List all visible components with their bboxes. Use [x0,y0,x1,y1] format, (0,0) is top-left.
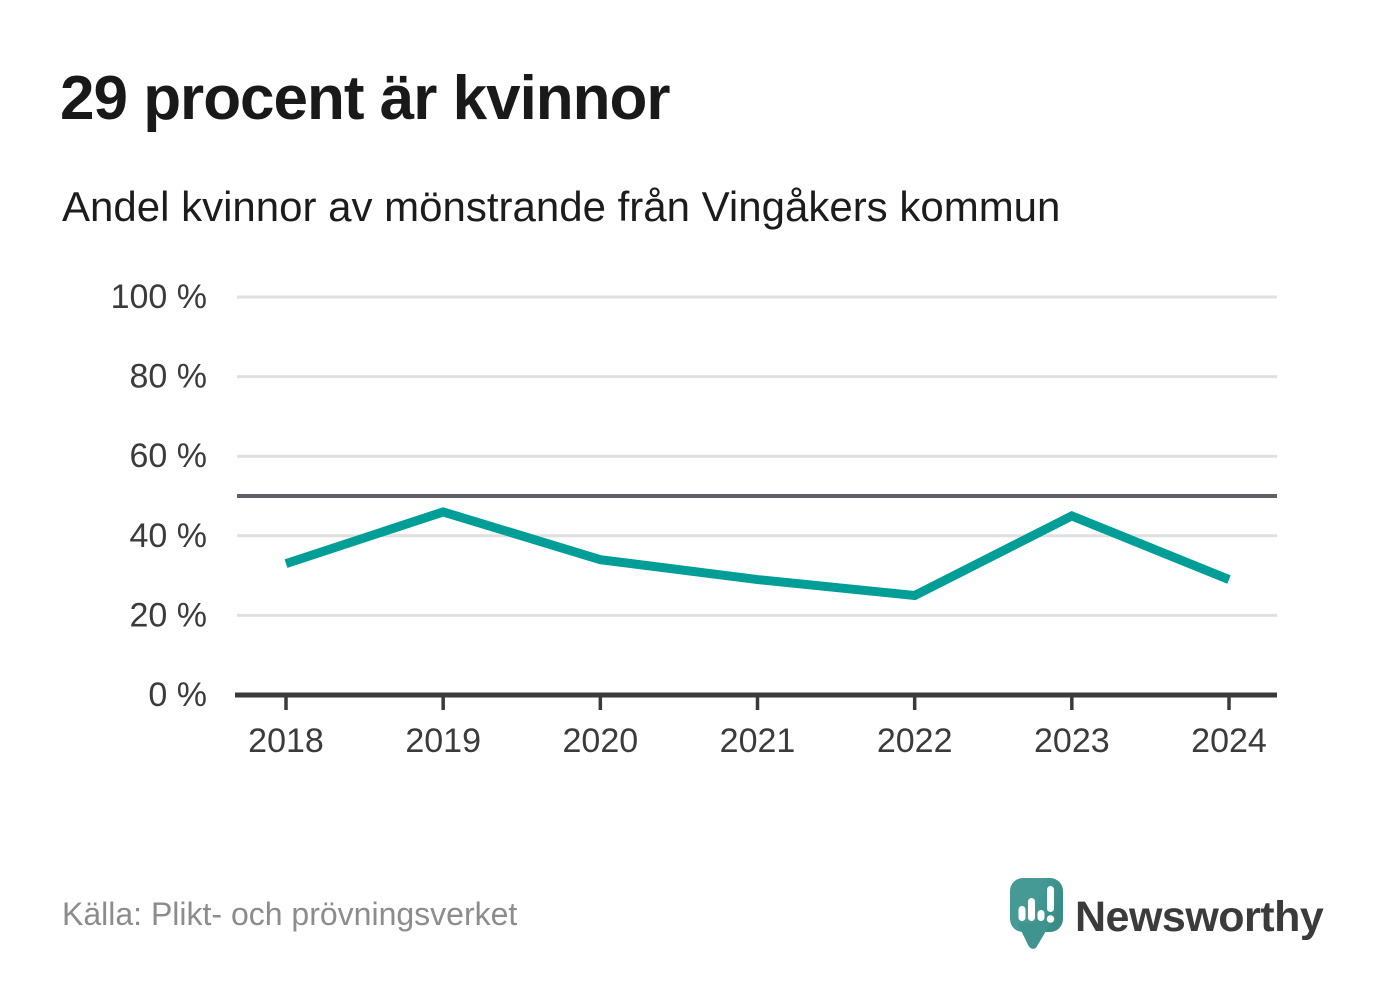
y-tick-label: 40 % [130,517,208,555]
logo-bar-1 [1018,906,1026,921]
y-tick-label: 0 % [148,676,207,714]
y-tick-label: 100 % [111,278,207,316]
x-tick-label: 2024 [1191,722,1267,760]
newsworthy-logo-icon [1010,878,1063,949]
newsworthy-logo-text: Newsworthy [1075,893,1324,941]
y-tick-label: 20 % [130,596,208,634]
chart-subtitle: Andel kvinnor av mönstrande från Vingåke… [62,183,1061,230]
x-tick-label: 2020 [563,722,639,760]
x-tick-label: 2022 [877,722,953,760]
x-tick-label: 2023 [1034,722,1110,760]
logo-bar-3 [1037,910,1045,921]
x-tick-label: 2019 [405,722,481,760]
logo-bubble-tail [1018,923,1050,949]
x-tick-label: 2018 [248,722,324,760]
source-text: Källa: Plikt- och prövningsverket [62,896,518,932]
logo-bar-2 [1028,898,1035,921]
y-tick-label: 80 % [130,358,208,396]
page-title: 29 procent är kvinnor [60,64,671,133]
logo-exclamation-bar [1047,886,1054,912]
logo-exclamation-dot [1046,915,1055,923]
y-tick-label: 60 % [130,437,208,475]
x-tick-label: 2021 [720,722,796,760]
data-line [284,507,1231,601]
newsworthy-logo: Newsworthy [1010,878,1324,949]
